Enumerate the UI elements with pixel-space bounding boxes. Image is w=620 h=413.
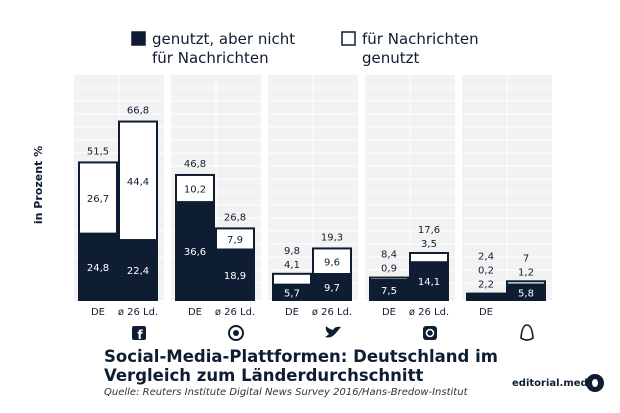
x-tick-label: ø 26 Ld. xyxy=(409,307,449,318)
x-tick-label: DE xyxy=(382,307,396,318)
news-value-label: 4,1 xyxy=(284,260,300,271)
x-tick-label: DE xyxy=(479,307,493,318)
non-news-value-label: 7,5 xyxy=(381,286,397,297)
whatsapp-icon xyxy=(228,325,244,341)
news-value-label: 7,9 xyxy=(227,235,243,246)
news-value-label: 0,2 xyxy=(478,266,494,277)
x-tick-label: DE xyxy=(188,307,202,318)
news-value-label: 1,2 xyxy=(518,267,534,278)
news-value-label: 9,6 xyxy=(324,257,340,268)
non-news-value-label: 5,8 xyxy=(518,288,534,299)
bar-segment-non-news xyxy=(409,261,449,301)
non-news-value-label: 9,7 xyxy=(324,283,340,294)
bar-segment-non-news xyxy=(175,201,215,301)
x-tick-label: DE xyxy=(91,307,105,318)
bar-segment-non-news xyxy=(118,239,158,302)
bar-segment-non-news xyxy=(272,283,312,301)
total-label: 26,8 xyxy=(224,212,246,223)
non-news-value-label: 2,2 xyxy=(478,280,494,291)
total-label: 8,4 xyxy=(381,250,397,261)
non-news-value-label: 36,6 xyxy=(184,247,206,258)
non-news-value-label: 24,8 xyxy=(87,263,109,274)
bar-segment-non-news xyxy=(312,273,352,301)
x-tick-label: ø 26 Ld. xyxy=(215,307,255,318)
non-news-value-label: 5,7 xyxy=(284,288,300,299)
y-axis-label: in Prozent % xyxy=(32,146,45,224)
facebook-icon: f xyxy=(132,326,146,342)
total-label: 46,8 xyxy=(184,159,206,170)
total-label: 9,8 xyxy=(284,246,300,257)
bar-segment-news xyxy=(272,272,312,286)
chart-caption: Social-Media-Plattformen: Deutschland im… xyxy=(104,347,498,385)
news-value-label: 44,4 xyxy=(127,177,149,188)
bar-segment-news xyxy=(78,161,118,235)
total-label: 66,8 xyxy=(127,106,149,117)
news-value-label: 0,9 xyxy=(381,264,397,275)
news-value-label: 26,7 xyxy=(87,194,109,205)
x-tick-label: DE xyxy=(285,307,299,318)
instagram-icon xyxy=(423,326,437,340)
legend-label: für Nachrichten xyxy=(152,49,269,67)
news-value-label: 10,2 xyxy=(184,185,206,196)
bar-segment-non-news xyxy=(215,248,255,301)
non-news-value-label: 14,1 xyxy=(418,277,440,288)
source-note: Quelle: Reuters Institute Digital News S… xyxy=(104,387,468,398)
bar-segment-news xyxy=(409,251,449,264)
bar-segment-non-news xyxy=(78,232,118,301)
legend-swatch-non-news xyxy=(131,31,146,46)
snapchat-icon xyxy=(520,324,534,341)
non-news-value-label: 18,9 xyxy=(224,271,246,282)
total-label: 7 xyxy=(523,253,529,264)
bar-segment-news xyxy=(118,120,158,242)
bar-segment-non-news xyxy=(369,278,409,302)
twitter-icon xyxy=(325,326,341,338)
bar-segment-non-news xyxy=(466,293,506,302)
x-tick-label: ø 26 Ld. xyxy=(118,307,158,318)
x-tick-label: ø 26 Ld. xyxy=(312,307,352,318)
total-label: 2,4 xyxy=(478,252,494,263)
legend-label: genutzt xyxy=(362,49,420,67)
svg-text:f: f xyxy=(137,328,143,342)
legend-label: genutzt, aber nicht xyxy=(152,30,295,48)
non-news-value-label: 22,4 xyxy=(127,266,149,277)
news-value-label: 3,5 xyxy=(421,239,437,250)
brand-name: editorial.media xyxy=(512,378,598,389)
brand-logo-icon xyxy=(586,374,604,392)
legend-label: für Nachrichten xyxy=(362,30,479,48)
total-label: 19,3 xyxy=(321,232,343,243)
total-label: 17,6 xyxy=(418,225,440,236)
total-label: 51,5 xyxy=(87,146,109,157)
bar-segment-non-news xyxy=(506,283,546,301)
legend-swatch-news xyxy=(341,31,356,46)
